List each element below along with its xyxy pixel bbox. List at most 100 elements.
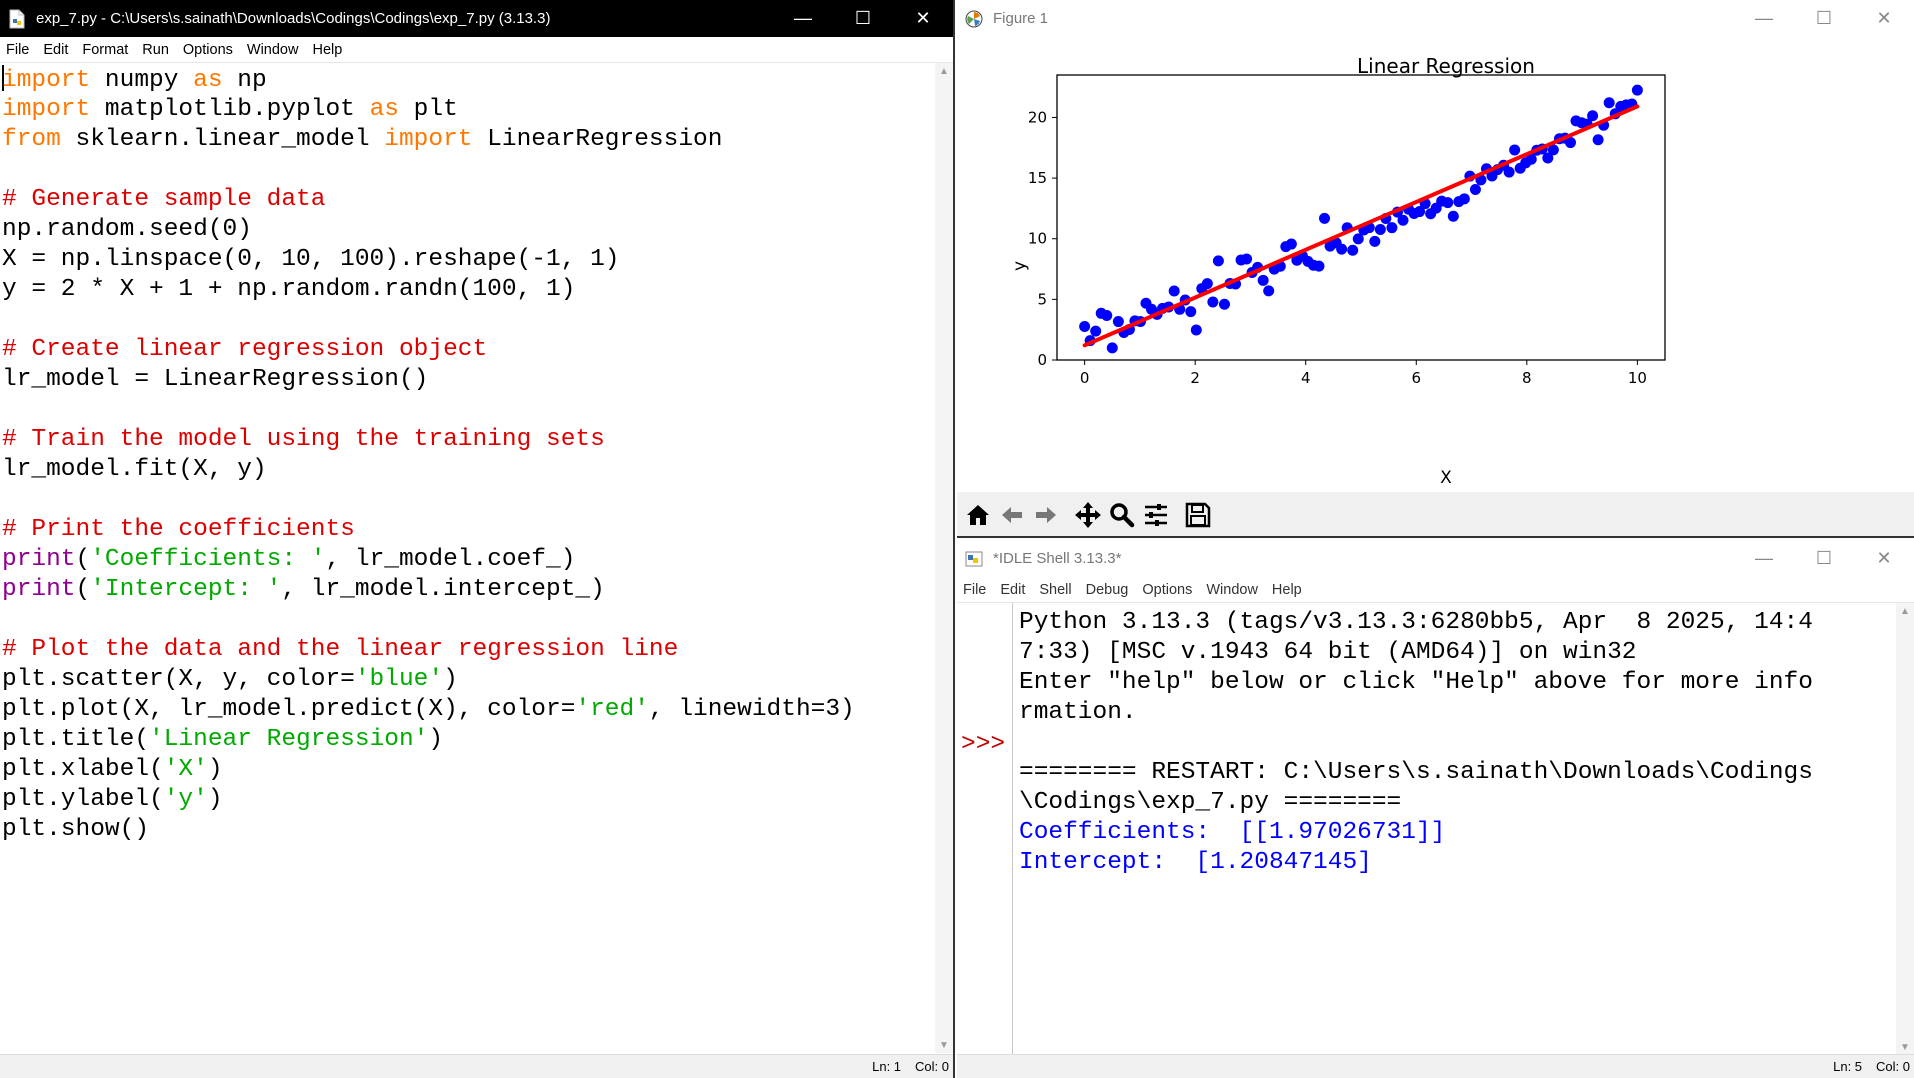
scatter-point (1525, 153, 1537, 165)
code-line (2, 485, 932, 515)
code-token: lr_model = LinearRegression() (2, 366, 429, 393)
code-token: # Create linear regression object (2, 336, 488, 363)
scroll-down-arrow-icon[interactable]: ▼ (939, 1039, 949, 1051)
close-button[interactable]: ✕ (915, 8, 931, 28)
scatter-point (1458, 193, 1470, 205)
idle-shell-icon (963, 548, 985, 570)
shell-line: Intercept: [1.20847145] (1019, 849, 1372, 876)
editor-titlebar[interactable]: exp_7.py - C:\Users\s.sainath\Downloads\… (0, 0, 953, 37)
shell-titlebar[interactable]: *IDLE Shell 3.13.3* — ☐ ✕ (957, 540, 1914, 577)
code-token: , linewidth=3) (648, 696, 855, 723)
menu-debug[interactable]: Debug (1085, 581, 1129, 598)
save-button[interactable] (1181, 498, 1215, 532)
forward-button[interactable] (1029, 498, 1063, 532)
menu-file[interactable]: File (6, 41, 30, 58)
close-button[interactable]: ✕ (1876, 8, 1892, 28)
code-line: print('Intercept: ', lr_model.intercept_… (2, 575, 932, 605)
scatter-point (1218, 298, 1230, 310)
scroll-up-arrow-icon[interactable]: ▲ (939, 65, 949, 77)
shell-scrollbar[interactable]: ▲ ▼ (1896, 603, 1914, 1055)
maximize-button[interactable]: ☐ (1815, 8, 1833, 28)
back-button[interactable] (995, 498, 1029, 532)
configure-subplots-button[interactable] (1139, 498, 1173, 532)
figure-titlebar[interactable]: Figure 1 — ☐ ✕ (957, 0, 1914, 37)
code-line: from sklearn.linear_model import LinearR… (2, 125, 932, 155)
scroll-down-arrow-icon[interactable]: ▼ (1900, 1041, 1910, 1053)
shell-line: 7:33) [MSC v.1943 64 bit (AMD64)] on win… (1019, 639, 1637, 666)
minimize-button[interactable]: — (794, 8, 812, 28)
scatter-point (1469, 183, 1481, 195)
editor-scrollbar[interactable]: ▲ ▼ (935, 63, 953, 1053)
python-file-icon (6, 8, 28, 30)
shell-line: \Codings\exp_7.py ======== (1019, 789, 1402, 816)
plot-canvas[interactable]: 0 2 4 6 8 10 0 5 10 15 20 Linear Regression X y (957, 37, 1914, 492)
code-token: 'red' (575, 696, 649, 723)
code-token: print (2, 576, 76, 603)
menu-window[interactable]: Window (246, 41, 299, 58)
code-line: np.random.seed(0) (2, 215, 932, 245)
code-token: ) (207, 756, 223, 783)
zoom-button[interactable] (1105, 498, 1139, 532)
y-tick-label: 5 (1037, 290, 1047, 308)
editor-window: exp_7.py - C:\Users\s.sainath\Downloads\… (0, 0, 955, 1078)
menu-edit[interactable]: Edit (43, 41, 69, 58)
menu-run[interactable]: Run (142, 41, 169, 58)
scatter-point (1257, 274, 1269, 286)
shell-console[interactable]: >>> Python 3.13.3 (tags/v3.13.3:6280bb5,… (957, 603, 1914, 1055)
code-token: ( (75, 546, 91, 573)
menu-help[interactable]: Help (312, 41, 343, 58)
chart-title: Linear Regression (1357, 54, 1535, 78)
code-token: ) (207, 786, 223, 813)
code-line: plt.title('Linear Regression') (2, 725, 932, 755)
shell-line: rmation. (1019, 699, 1137, 726)
menu-edit[interactable]: Edit (1000, 581, 1026, 598)
scatter-point (1336, 243, 1348, 255)
x-tick-label: 8 (1522, 369, 1532, 387)
scatter-point (1542, 152, 1554, 164)
menu-options[interactable]: Options (182, 41, 233, 58)
code-line: lr_model = LinearRegression() (2, 365, 932, 395)
x-tick-label: 4 (1301, 369, 1311, 387)
x-tick-label: 0 (1080, 369, 1090, 387)
code-line: import numpy as np (2, 65, 932, 95)
code-line (2, 305, 932, 335)
code-token: plt.title( (2, 726, 150, 753)
shell-output[interactable]: Python 3.13.3 (tags/v3.13.3:6280bb5, Apr… (1019, 608, 1889, 1055)
menu-window[interactable]: Window (1206, 581, 1258, 598)
scatter-point (1285, 238, 1297, 250)
menu-options[interactable]: Options (1142, 581, 1193, 598)
scatter-point (1447, 210, 1459, 222)
prompt-gutter: >>> (957, 603, 1013, 1055)
scatter-point (1079, 321, 1091, 333)
code-line: # Create linear regression object (2, 335, 932, 365)
code-line (2, 155, 932, 185)
code-line: plt.show() (2, 815, 932, 845)
menu-help[interactable]: Help (1271, 581, 1302, 598)
matplotlib-icon (963, 8, 985, 30)
code-editor[interactable]: import numpy as np import matplotlib.pypl… (2, 65, 932, 1050)
menu-shell[interactable]: Shell (1039, 581, 1072, 598)
code-token: plt.xlabel( (2, 756, 164, 783)
menu-format[interactable]: Format (82, 41, 129, 58)
pan-button[interactable] (1071, 498, 1105, 532)
close-button[interactable]: ✕ (1876, 548, 1892, 568)
code-token: # Train the model using the training set… (2, 426, 605, 453)
code-token: plt.scatter(X, y, color= (2, 666, 355, 693)
minimize-button[interactable]: — (1755, 8, 1773, 28)
home-button[interactable] (961, 498, 995, 532)
menu-file[interactable]: File (963, 581, 987, 598)
code-line (2, 395, 932, 425)
code-token: lr_model.fit(X, y) (2, 456, 267, 483)
scatter-point (1201, 278, 1213, 290)
code-token: 'y' (163, 786, 208, 813)
code-token: ( (75, 576, 91, 603)
code-token: , lr_model.intercept_) (281, 576, 605, 603)
maximize-button[interactable]: ☐ (1815, 548, 1833, 568)
minimize-button[interactable]: — (1755, 548, 1773, 568)
y-axis-label: y (1010, 261, 1030, 271)
code-token: import (2, 67, 91, 94)
code-line: # Plot the data and the linear regressio… (2, 635, 932, 665)
maximize-button[interactable]: ☐ (854, 8, 872, 28)
scroll-up-arrow-icon[interactable]: ▲ (1900, 605, 1910, 617)
